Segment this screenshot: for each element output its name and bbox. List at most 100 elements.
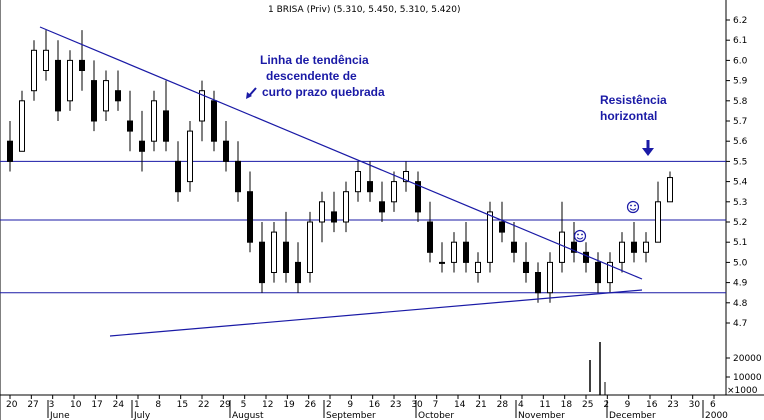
month-label-4: October — [418, 411, 454, 420]
candle-body — [403, 171, 409, 183]
candle — [571, 222, 577, 263]
candle — [247, 171, 253, 253]
x-tick-label-30: 16 — [646, 400, 658, 410]
candle — [91, 60, 97, 132]
x-tick-label-28: 2 — [603, 400, 609, 410]
y-tick-label-5: 5.7 — [733, 117, 747, 127]
candle-body — [607, 261, 613, 284]
x-tick-label-13: 19 — [283, 400, 295, 410]
candle-body — [7, 140, 13, 162]
smiley-icon — [626, 200, 640, 214]
candle-body — [451, 241, 457, 263]
candle — [187, 121, 193, 192]
candle — [355, 161, 361, 202]
candle — [487, 201, 493, 273]
x-tick-label-0: 20 — [6, 400, 18, 410]
candle-body — [19, 100, 25, 152]
y-tick-label-0: 6.2 — [733, 16, 747, 26]
candle-body — [571, 241, 577, 253]
candle-body — [259, 241, 265, 284]
candle — [31, 40, 37, 101]
y-axis-ticks: 6.2 6.1 6.0 5.9 5.8 5.7 5.6 5.5 5.4 5.3 5.2 5.1 5.0 4… — [726, 16, 748, 329]
x-tick-label-33: 6 — [710, 400, 716, 410]
x-tick-label-17: 16 — [369, 400, 381, 410]
candle-body — [487, 211, 493, 263]
x-axis-day-ticks: 20 27 3 10 17 24 1 8 15 22 29 5 12 19 26 2 9 16 23 30 7 14 21 2… — [6, 395, 716, 410]
candle — [139, 110, 145, 172]
x-tick-label-10: 29 — [219, 400, 231, 410]
y-tick-label-13: 4.9 — [733, 279, 748, 289]
candle — [199, 80, 205, 142]
candle-body — [163, 110, 169, 142]
candle — [55, 40, 61, 121]
volume-bars — [589, 342, 606, 395]
x-tick-label-4: 17 — [91, 400, 102, 410]
candle — [535, 262, 541, 303]
candle — [211, 90, 217, 152]
candle — [115, 70, 121, 111]
x-tick-label-22: 21 — [475, 400, 486, 410]
y-tick-label-7: 5.5 — [733, 157, 747, 167]
x-tick-label-1: 27 — [27, 400, 38, 410]
x-tick-label-6: 1 — [134, 400, 140, 410]
candle — [271, 222, 277, 283]
candle — [523, 242, 529, 283]
x-tick-label-14: 26 — [305, 400, 317, 410]
candle-body — [499, 221, 505, 233]
chart-title: 1 BRISA (Priv) (5.310, 5.450, 5.310, 5.4… — [268, 5, 461, 15]
x-tick-label-27: 25 — [582, 400, 593, 410]
candle — [223, 121, 229, 172]
candle-body — [643, 241, 649, 253]
candle — [103, 70, 109, 121]
annotation-trendline-line2: descendente de — [266, 69, 357, 83]
candle-body — [439, 261, 445, 264]
candle-body — [415, 181, 421, 213]
candle-body — [343, 191, 349, 223]
x-tick-label-5: 24 — [113, 400, 125, 410]
x-tick-label-8: 15 — [177, 400, 188, 410]
candle — [379, 181, 385, 222]
candle — [403, 161, 409, 192]
x-tick-label-25: 11 — [539, 400, 550, 410]
candle-body — [307, 221, 313, 273]
resistance-arrowhead — [642, 148, 654, 156]
x-tick-label-31: 23 — [667, 400, 678, 410]
x-tick-label-21: 14 — [454, 400, 466, 410]
annotation-trendline-line1: Linha de tendência — [260, 53, 369, 67]
y-tick-label-1: 6.1 — [733, 36, 747, 46]
candle-body — [595, 261, 601, 284]
annotation-arrowhead — [246, 92, 252, 99]
candles-group — [7, 30, 673, 303]
y-tick-label-10: 5.2 — [733, 218, 747, 228]
month-label-6: December — [609, 411, 656, 420]
candle — [259, 222, 265, 293]
candle — [319, 191, 325, 243]
candle — [79, 30, 85, 91]
candle-body — [43, 49, 49, 71]
volume-tick-label-0: 20000 — [733, 354, 762, 364]
volume-unit-label: ×1000 — [727, 386, 758, 396]
y-tick-label-9: 5.3 — [733, 198, 747, 208]
candle-body — [115, 90, 121, 102]
candle-body — [67, 59, 73, 102]
candle-body — [127, 120, 133, 132]
candle-body — [535, 272, 541, 294]
candle — [619, 232, 625, 273]
candle-body — [211, 100, 217, 142]
candle — [163, 80, 169, 152]
candle — [307, 211, 313, 283]
x-tick-label-24: 4 — [518, 400, 524, 410]
candle-body — [583, 251, 589, 263]
candle — [343, 181, 349, 233]
trend-line-1 — [109, 289, 643, 337]
month-label-5: November — [518, 411, 565, 420]
candle — [475, 252, 481, 283]
candle-body — [223, 140, 229, 162]
candle — [331, 191, 337, 233]
annotation-trendline-line3: curto prazo quebrada — [262, 85, 385, 99]
month-label-7: 2000 — [705, 411, 728, 420]
x-tick-label-11: 5 — [241, 400, 247, 410]
candle — [631, 222, 637, 263]
candle — [295, 242, 301, 293]
candle-body — [523, 261, 529, 273]
